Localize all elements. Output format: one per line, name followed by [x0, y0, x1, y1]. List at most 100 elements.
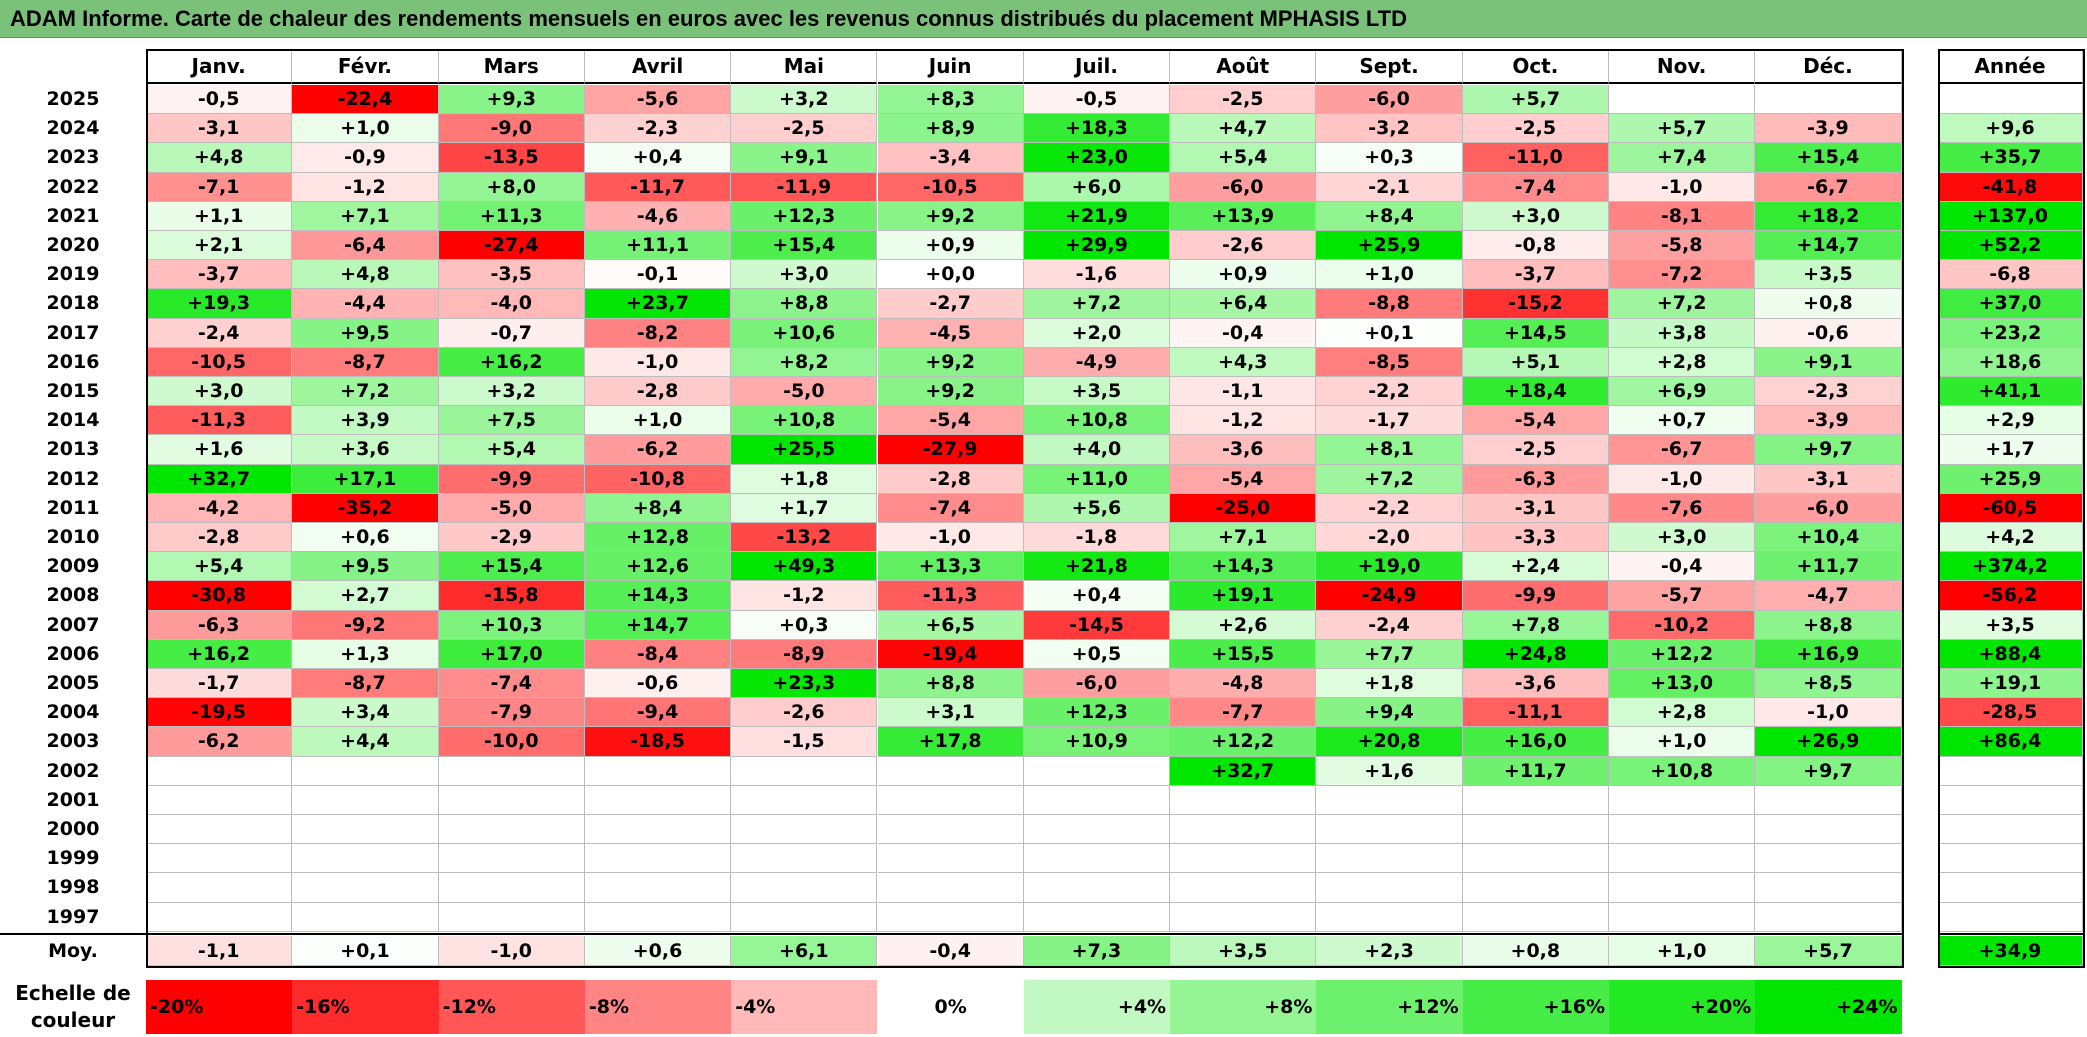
heatmap-cell: +24,8 [1462, 639, 1609, 669]
heatmap-cell: +8,1 [1316, 435, 1463, 465]
heatmap-cell: +3,4 [292, 698, 439, 728]
heatmap-cell: -8,8 [1316, 289, 1463, 319]
heatmap-cell: +8,2 [731, 347, 878, 377]
heatmap-cell: -0,6 [584, 669, 732, 699]
heatmap-cell: +2,8 [1609, 347, 1756, 377]
heatmap-cell: +21,8 [1023, 552, 1171, 582]
heatmap-cell: +8,4 [584, 493, 732, 523]
annual-cell: -6,8 [1938, 260, 2083, 290]
heatmap-cell: -5,6 [584, 85, 732, 115]
heatmap-cell: -3,6 [1462, 669, 1609, 699]
heatmap-cell [292, 844, 439, 874]
heatmap-cell: -3,9 [1755, 114, 1902, 144]
heatmap-cell: +14,3 [584, 581, 732, 611]
heatmap-cell: -13,5 [438, 143, 585, 173]
heatmap-cell: +11,7 [1462, 756, 1609, 786]
heatmap-cell: +2,1 [146, 231, 293, 261]
heatmap-cell: +0,4 [584, 143, 732, 173]
heatmap-cell: +3,0 [731, 260, 878, 290]
annual-cell: +25,9 [1938, 464, 2083, 494]
heatmap-cell: -8,2 [584, 318, 732, 348]
heatmap-cell: -2,3 [1755, 377, 1902, 407]
heatmap-cell: +4,7 [1170, 114, 1317, 144]
heatmap-cell: -5,7 [1609, 581, 1756, 611]
heatmap-cell: -3,1 [1462, 493, 1609, 523]
heatmap-cell: -6,0 [1316, 85, 1463, 115]
year-label: 2011 [46, 496, 100, 519]
heatmap-cell: +17,1 [292, 464, 439, 494]
heatmap-cell: -0,5 [1023, 85, 1171, 115]
heatmap-cell: -7,4 [877, 493, 1024, 523]
year-label: 2002 [46, 759, 100, 782]
average-cell: -1,0 [438, 936, 585, 966]
heatmap-cell: +8,9 [877, 114, 1024, 144]
heatmap-cell: +7,5 [438, 406, 585, 436]
heatmap-cell: +12,2 [1170, 727, 1317, 757]
heatmap-cell: -6,0 [1170, 172, 1317, 202]
heatmap-cell: -10,8 [584, 464, 732, 494]
heatmap-cell [1609, 873, 1756, 903]
month-header: Sept. [1316, 49, 1463, 84]
heatmap-cell: +1,6 [1316, 756, 1463, 786]
annual-cell [1938, 815, 2083, 845]
heatmap-cell: +3,0 [1609, 523, 1756, 553]
heatmap-cell: -4,5 [877, 318, 1024, 348]
annual-cell [1938, 756, 2083, 786]
heatmap-cell: -10,2 [1609, 610, 1756, 640]
heatmap-cell: +3,1 [877, 698, 1024, 728]
heatmap-cell: -2,5 [1462, 435, 1609, 465]
month-header: Déc. [1755, 49, 1902, 84]
heatmap-cell [877, 815, 1024, 845]
scale-swatch: +4% [1023, 980, 1171, 1034]
heatmap-cell [731, 815, 878, 845]
heatmap-cell: +8,8 [877, 669, 1024, 699]
heatmap-cell: -11,3 [146, 406, 293, 436]
heatmap-cell: -7,4 [1462, 172, 1609, 202]
heatmap-cell: +8,5 [1755, 669, 1902, 699]
heatmap-cell: -2,6 [731, 698, 878, 728]
heatmap-cell: +19,1 [1170, 581, 1317, 611]
annual-cell: +1,7 [1938, 435, 2083, 465]
heatmap-cell: +9,1 [731, 143, 878, 173]
heatmap-cell: +3,8 [1609, 318, 1756, 348]
heatmap-cell [1170, 815, 1317, 845]
heatmap-cell: +12,3 [731, 201, 878, 231]
heatmap-cell: +3,0 [1462, 201, 1609, 231]
heatmap-cell: -5,4 [1170, 464, 1317, 494]
heatmap-cell [292, 902, 439, 932]
heatmap-cell: +11,3 [438, 201, 585, 231]
heatmap-cell [1316, 844, 1463, 874]
heatmap-cell: -15,8 [438, 581, 585, 611]
heatmap-cell [731, 844, 878, 874]
heatmap-cell: +3,5 [1755, 260, 1902, 290]
annual-cell [1938, 785, 2083, 815]
annual-cell: +137,0 [1938, 201, 2083, 231]
heatmap-cell: +1,8 [731, 464, 878, 494]
heatmap-cell: +9,1 [1755, 347, 1902, 377]
year-label: 2012 [46, 467, 100, 490]
annual-cell: -60,5 [1938, 493, 2083, 523]
heatmap-cell: +5,7 [1609, 114, 1756, 144]
heatmap-cell: +0,4 [1023, 581, 1171, 611]
heatmap-cell [1755, 844, 1902, 874]
heatmap-cell: +32,7 [1170, 756, 1317, 786]
average-cell: -0,4 [877, 936, 1024, 966]
annual-cell [1938, 902, 2083, 932]
heatmap-cell [584, 902, 732, 932]
scale-swatch: +12% [1316, 980, 1463, 1034]
heatmap-cell: +8,0 [438, 172, 585, 202]
heatmap-cell [1755, 873, 1902, 903]
heatmap-cell: +19,0 [1316, 552, 1463, 582]
heatmap-cell: -22,4 [292, 85, 439, 115]
annual-cell: -28,5 [1938, 698, 2083, 728]
heatmap-cell: +1,1 [146, 201, 293, 231]
year-label: 2015 [46, 380, 100, 402]
heatmap-cell: +4,4 [292, 727, 439, 757]
heatmap-cell: -2,3 [584, 114, 732, 144]
heatmap-cell: +14,7 [1755, 231, 1902, 261]
heatmap-cell: -0,4 [1609, 552, 1756, 582]
heatmap-cell: -8,1 [1609, 201, 1756, 231]
heatmap-cell: +7,2 [1609, 289, 1756, 319]
heatmap-cell: -2,0 [1316, 523, 1463, 553]
heatmap-cell: -10,5 [877, 172, 1024, 202]
